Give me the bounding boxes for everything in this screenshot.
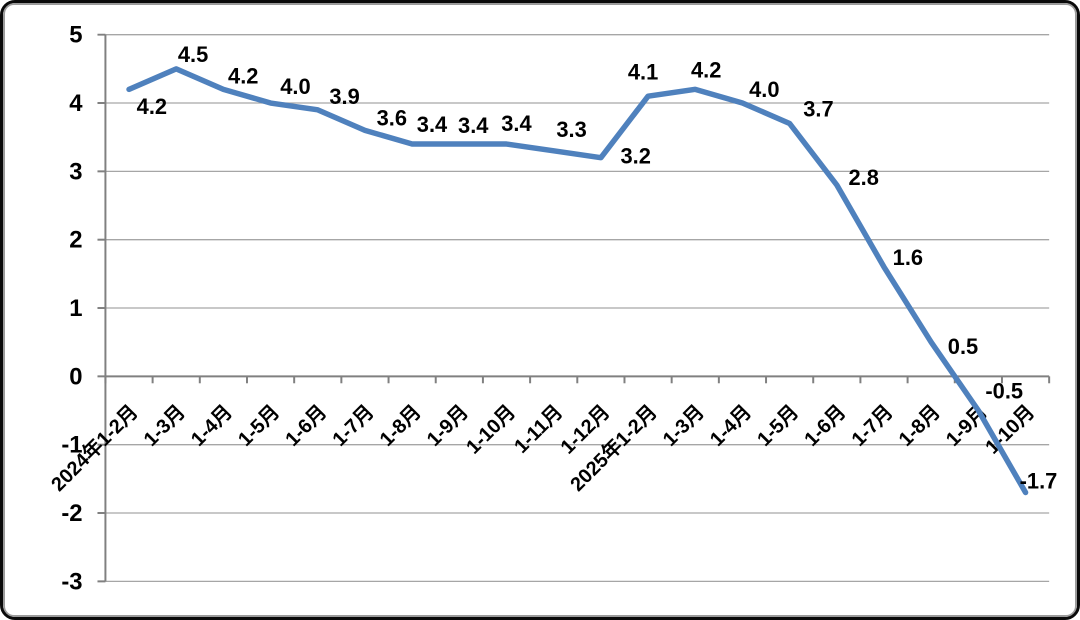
x-axis-category-label: 1-11月 xyxy=(510,401,567,458)
x-axis-category-label: 1-10月 xyxy=(462,401,520,459)
data-label: -0.5 xyxy=(985,379,1023,404)
x-axis-category-label: 1-5月 xyxy=(234,401,284,451)
y-axis-tick-label: 5 xyxy=(69,22,82,49)
data-label: 4.5 xyxy=(178,42,208,67)
x-axis-category-label: 1-8月 xyxy=(376,401,426,451)
data-label: 3.7 xyxy=(803,97,833,122)
x-axis-category-label: 1-7月 xyxy=(848,401,898,451)
data-label: -1.7 xyxy=(1020,469,1058,494)
chart-canvas: 543210-1-2-32024年1-2月1-3月1-4月1-5月1-6月1-7… xyxy=(47,22,1058,596)
data-label: 4.2 xyxy=(137,94,167,119)
data-label: 4.2 xyxy=(691,58,721,83)
x-axis-category-label: 1-3月 xyxy=(140,401,190,451)
x-axis-category-label: 1-7月 xyxy=(328,401,378,451)
x-axis-category-label: 1-6月 xyxy=(281,401,331,451)
x-axis-category-label: 1-4月 xyxy=(706,401,756,451)
data-label: 4.0 xyxy=(749,77,779,102)
data-label: 3.9 xyxy=(329,84,359,109)
data-label: 4.1 xyxy=(628,59,658,84)
y-axis-tick-label: 4 xyxy=(69,90,83,117)
data-label: 3.6 xyxy=(377,105,407,130)
y-axis-tick-label: 2 xyxy=(69,227,82,254)
data-label: 3.4 xyxy=(417,112,448,137)
data-label: 3.4 xyxy=(501,111,532,136)
y-axis-tick-label: -3 xyxy=(61,568,82,595)
x-axis-category-label: 1-4月 xyxy=(187,401,237,451)
data-label: 0.5 xyxy=(948,334,978,359)
line-chart: 5 4 3 2 1 0 -1 -2 -3 2024年1-2月 1-3月 1-4月 1-5月 1-6月 1-7… xyxy=(3,3,1077,617)
y-axis-tick-label: -1 xyxy=(61,432,82,459)
data-label: 2.8 xyxy=(848,165,878,190)
data-label: 1.6 xyxy=(893,245,923,270)
y-axis-tick-label: 0 xyxy=(69,363,82,390)
x-axis-category-label: 1-5月 xyxy=(753,401,803,451)
data-label: 3.4 xyxy=(458,113,489,138)
y-axis-tick-label: -2 xyxy=(61,500,82,527)
y-axis-tick-label: 1 xyxy=(69,295,82,322)
series-line xyxy=(126,66,1029,496)
x-axis-category-label: 1-6月 xyxy=(800,401,850,451)
x-axis-category-label: 1-8月 xyxy=(895,401,945,451)
data-label: 3.3 xyxy=(556,117,586,142)
data-label: 4.2 xyxy=(228,63,258,88)
data-label: 3.2 xyxy=(620,144,650,169)
y-axis-tick-label: 3 xyxy=(69,158,82,185)
data-label: 4.0 xyxy=(280,74,310,99)
x-axis-category-label: 1-3月 xyxy=(659,401,709,451)
